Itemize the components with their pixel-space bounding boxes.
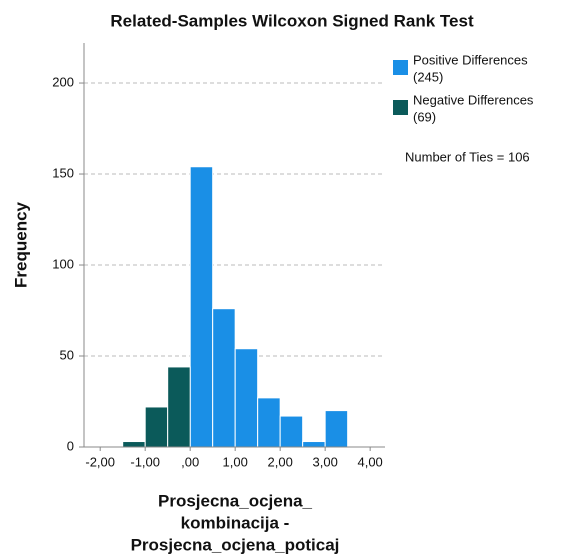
bar bbox=[122, 441, 146, 448]
legend-label: Negative Differences bbox=[413, 92, 534, 107]
y-tick-label: 150 bbox=[52, 165, 74, 180]
bar bbox=[189, 166, 214, 448]
y-tick-label: 50 bbox=[60, 347, 74, 362]
annotation: Number of Ties = 106 bbox=[405, 149, 530, 164]
bar bbox=[257, 397, 281, 448]
x-tick-label: ,00 bbox=[181, 454, 199, 469]
bar bbox=[302, 441, 326, 448]
bar bbox=[167, 366, 191, 448]
legend-count: (69) bbox=[413, 109, 436, 124]
x-tick-label: 4,00 bbox=[357, 454, 382, 469]
x-tick-label: -1,00 bbox=[130, 454, 160, 469]
x-tick-label: -2,00 bbox=[85, 454, 115, 469]
x-tick-label: 1,00 bbox=[223, 454, 248, 469]
legend-swatch bbox=[393, 60, 408, 75]
y-tick-label: 200 bbox=[52, 74, 74, 89]
legend-swatch bbox=[393, 100, 408, 115]
bar bbox=[144, 406, 169, 448]
bar bbox=[324, 410, 349, 448]
y-tick-label: 0 bbox=[67, 438, 74, 453]
bar bbox=[212, 308, 236, 448]
legend-count: (245) bbox=[413, 69, 443, 84]
chart-title: Related-Samples Wilcoxon Signed Rank Tes… bbox=[110, 11, 474, 30]
x-tick-label: 2,00 bbox=[268, 454, 293, 469]
x-axis-label: kombinacija - bbox=[181, 513, 290, 532]
y-axis-label: Frequency bbox=[11, 201, 30, 288]
legend-label: Positive Differences bbox=[413, 52, 528, 67]
bar bbox=[234, 348, 259, 448]
x-axis-label: Prosjecna_ocjena_ bbox=[158, 491, 313, 510]
y-tick-label: 100 bbox=[52, 256, 74, 271]
x-axis-label: Prosjecna_ocjena_poticaj bbox=[131, 535, 340, 554]
bar bbox=[279, 415, 304, 448]
x-tick-label: 3,00 bbox=[313, 454, 338, 469]
